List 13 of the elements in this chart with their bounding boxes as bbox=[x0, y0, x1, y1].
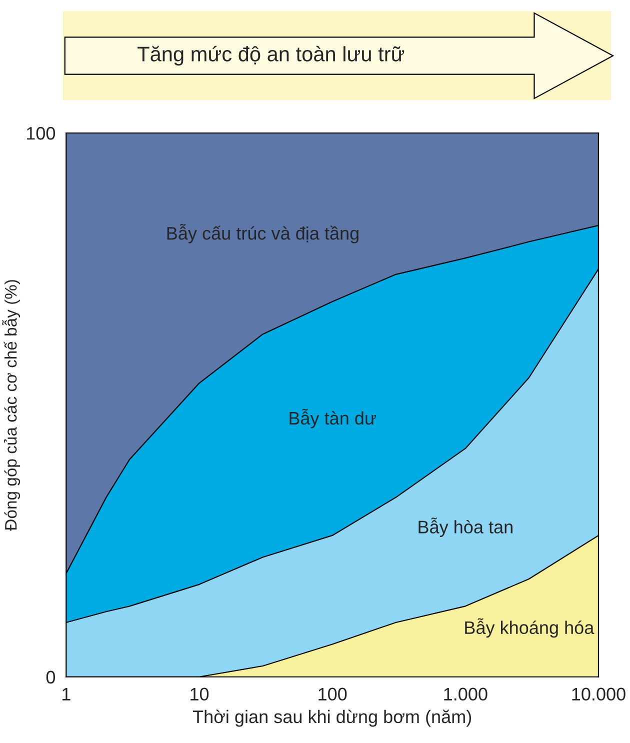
x-tick-label: 10 bbox=[190, 688, 209, 701]
y-axis-title: Đóng góp của các cơ chế bẫy (%) bbox=[2, 280, 20, 531]
x-tick-label: 1 bbox=[62, 688, 70, 700]
series-label: Bẫy cấu trúc và địa tầng bbox=[167, 224, 358, 244]
x-tick-label: 100 bbox=[318, 688, 347, 701]
series-label: Bẫy tàn dư bbox=[290, 408, 376, 428]
x-tick-label: 10.000 bbox=[572, 688, 626, 701]
x-tick-label: 1.000 bbox=[444, 688, 488, 701]
x-axis-title: Thời gian sau khi dừng bơm (năm) bbox=[192, 710, 472, 727]
text: Tăng mức độ an toàn lưu trữ bbox=[138, 46, 404, 66]
series-label: Bẫy khoáng hóa bbox=[465, 618, 594, 638]
y-tick-label: 0 bbox=[46, 670, 56, 684]
series-label: Bẫy hòa tan bbox=[418, 518, 512, 538]
